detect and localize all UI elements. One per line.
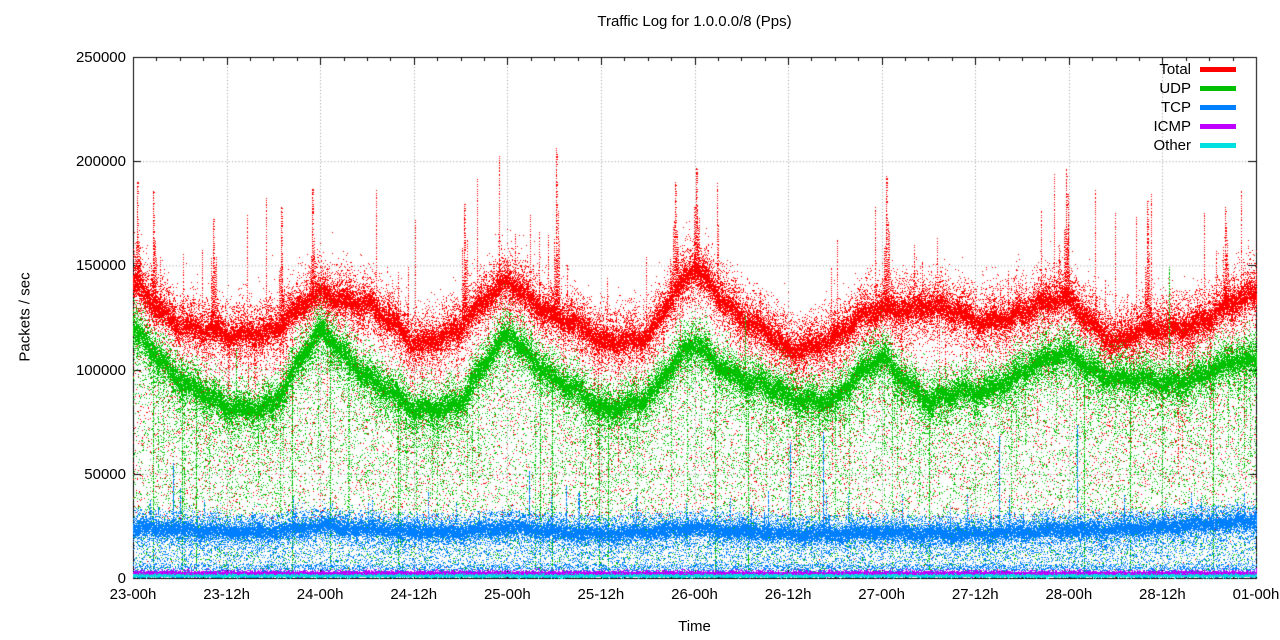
legend-line-swatch bbox=[1200, 86, 1236, 91]
y-tick-label: 100000 bbox=[75, 361, 126, 379]
y-tick-label: 250000 bbox=[75, 49, 126, 66]
legend-line-swatch bbox=[1200, 105, 1236, 110]
y-tick-label: 200000 bbox=[75, 153, 126, 171]
x-tick-label: 28-00h bbox=[1045, 586, 1093, 603]
y-axis-title: Packets / sec bbox=[16, 272, 34, 362]
legend-item-udp: UDP bbox=[1153, 79, 1236, 98]
x-tick-label: 27-12h bbox=[951, 586, 999, 603]
x-tick-label: 26-00h bbox=[671, 586, 718, 603]
x-tick-label: 23-00h bbox=[109, 586, 157, 603]
legend-label: UDP bbox=[1159, 80, 1191, 97]
legend-label: ICMP bbox=[1153, 118, 1192, 135]
x-tick-label: 01-00h bbox=[1232, 586, 1280, 603]
legend: Total UDP TCP ICMP Other bbox=[1153, 60, 1236, 155]
legend-item-tcp: TCP bbox=[1153, 98, 1236, 117]
legend-label: Other bbox=[1153, 137, 1191, 154]
x-tick-label: 24-12h bbox=[390, 586, 438, 603]
x-tick-label: 25-00h bbox=[483, 586, 531, 603]
y-tick-label: 0 bbox=[117, 570, 126, 587]
x-tick-label: 28-12h bbox=[1139, 586, 1186, 603]
legend-line-swatch bbox=[1200, 124, 1236, 129]
legend-item-total: Total bbox=[1153, 60, 1236, 79]
x-tick-label: 23-12h bbox=[203, 586, 250, 603]
x-axis-title: Time bbox=[678, 618, 711, 635]
legend-line-swatch bbox=[1200, 67, 1236, 72]
x-tick-label: 27-00h bbox=[858, 586, 906, 603]
legend-label: Total bbox=[1159, 61, 1191, 78]
x-tick-label: 25-12h bbox=[577, 586, 625, 603]
legend-item-icmp: ICMP bbox=[1153, 117, 1236, 136]
legend-line-swatch bbox=[1200, 143, 1236, 148]
x-tick-label: 24-00h bbox=[296, 586, 344, 603]
chart-title: Traffic Log for 1.0.0.0/8 (Pps) bbox=[597, 13, 792, 30]
y-tick-label: 150000 bbox=[75, 257, 126, 275]
legend-item-other: Other bbox=[1153, 136, 1236, 155]
x-tick-label: 26-12h bbox=[764, 586, 812, 603]
legend-label: TCP bbox=[1161, 99, 1191, 116]
y-tick-label: 50000 bbox=[84, 465, 126, 483]
